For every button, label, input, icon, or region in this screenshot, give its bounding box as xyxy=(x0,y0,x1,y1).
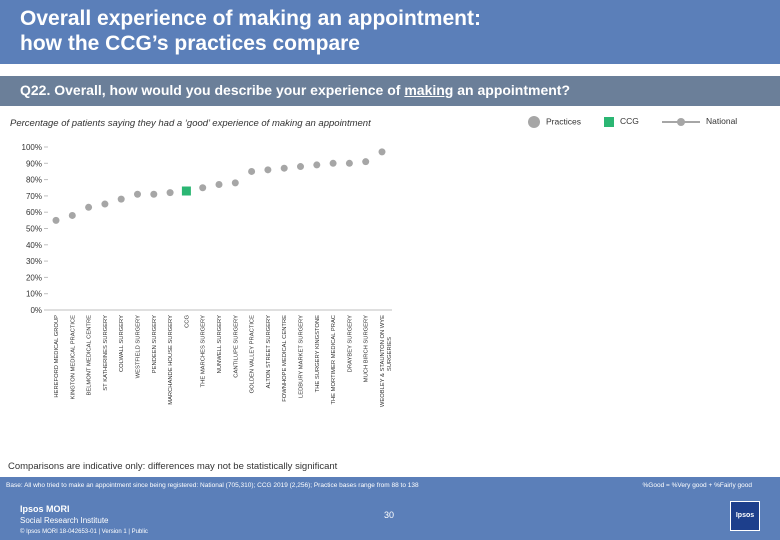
ccg-point xyxy=(181,186,191,196)
category-label: ST KATHERINES SURGERY xyxy=(103,315,109,391)
practice-point xyxy=(378,148,386,156)
question-underlined: making xyxy=(404,82,454,98)
brand-logo: Ipsos MORI xyxy=(20,504,70,514)
y-tick-label: 60% xyxy=(26,208,42,217)
legend-ccg: CCG xyxy=(604,116,639,127)
title-line-2: how the CCG’s practices compare xyxy=(20,32,360,55)
practice-point xyxy=(362,158,370,166)
category-label: CANTILUPE SURGERY xyxy=(233,315,239,378)
chart-subtitle: Percentage of patients saying they had a… xyxy=(10,118,371,129)
y-tick-label: 10% xyxy=(26,290,42,299)
category-label: BELMONT MEDICAL CENTRE xyxy=(87,315,93,396)
footer-bar: Base: All who tried to make an appointme… xyxy=(0,477,780,540)
copyright-text: © Ipsos MORI 18-042653-01 | Version 1 | … xyxy=(20,529,148,535)
category-label: PENDEEN SURGERY xyxy=(152,315,158,373)
category-label: MARCHANDE HOUSE SURGERY xyxy=(168,315,174,405)
base-note: Base: All who tried to make an appointme… xyxy=(6,482,419,489)
y-tick-label: 80% xyxy=(26,176,42,185)
category-label: CCG xyxy=(184,315,190,328)
legend-national: National xyxy=(662,116,737,126)
y-tick-label: 100% xyxy=(22,143,42,152)
y-tick-label: 30% xyxy=(26,257,42,266)
question-text: Q22. Overall, how would you describe you… xyxy=(20,82,570,98)
practice-point xyxy=(52,216,60,224)
ccg-marker-icon xyxy=(604,116,614,127)
y-tick-label: 20% xyxy=(26,273,42,282)
y-tick-label: 70% xyxy=(26,192,42,201)
practice-point xyxy=(215,180,223,188)
question-bar: Q22. Overall, how would you describe you… xyxy=(0,76,780,106)
question-suffix: an appointment? xyxy=(453,82,571,98)
practice-point xyxy=(248,167,256,175)
category-label: DRAYBEY SURGERY xyxy=(347,315,353,372)
legend-national-label: National xyxy=(706,116,738,126)
category-label: SURGERIES xyxy=(387,337,393,371)
header-bar: Overall experience of making an appointm… xyxy=(0,0,780,64)
category-label: THE MORTIMER MEDICAL PRAC xyxy=(331,315,337,405)
category-label: THE MARCHES SURGERY xyxy=(201,315,207,387)
category-label: LEDBURY MARKET SURGERY xyxy=(299,315,305,398)
chart: 0% 10% 20% 30% 40% 50% 60% 70% 80% 90% 100% HEREFOR… xyxy=(22,143,393,407)
y-tick-label: 40% xyxy=(26,241,42,250)
legend-practices: Practices xyxy=(528,116,581,128)
legend-ccg-label: CCG xyxy=(620,116,639,126)
practice-point xyxy=(134,190,141,198)
category-label: FOWNHOPE MEDICAL CENTRE xyxy=(282,315,288,402)
practice-point xyxy=(231,179,239,187)
practice-point xyxy=(85,203,93,211)
practice-point xyxy=(199,184,207,192)
ipsos-logo-icon: Ipsos xyxy=(730,501,760,531)
category-label: THE SURGERY KINGSTONE xyxy=(315,315,321,392)
y-tick-label: 90% xyxy=(26,159,42,168)
category-label: MUCH BIRCH SURGERY xyxy=(364,315,370,382)
category-label: GOLDEN VALLEY PRACTICE xyxy=(250,315,256,394)
practice-point xyxy=(280,164,288,172)
legend-practices-label: Practices xyxy=(546,116,581,127)
y-tick-label: 0% xyxy=(30,306,42,315)
question-prefix: Q22. Overall, how would you describe you… xyxy=(20,82,405,98)
practice-point xyxy=(329,159,337,167)
category-label: NUNWELL SURGERY xyxy=(217,315,223,373)
practice-point xyxy=(117,195,125,203)
category-label: HEREFORD MEDICAL GROUP xyxy=(54,315,60,398)
practice-point xyxy=(313,161,321,169)
y-tick-label: 50% xyxy=(26,225,42,234)
page-title: Overall experience of making an appointm… xyxy=(20,6,481,56)
practice-point xyxy=(166,189,174,197)
practice-point xyxy=(68,211,76,219)
page-number: 30 xyxy=(384,510,395,520)
brand-subtitle: Social Research Institute xyxy=(20,516,109,525)
practice-point xyxy=(150,190,158,198)
practice-point xyxy=(345,159,353,167)
title-line-1: Overall experience of making an appointm… xyxy=(20,7,481,30)
category-label: COLWALL SURGERY xyxy=(119,315,125,372)
category-label: ALTON STREET SURGERY xyxy=(266,315,272,388)
category-label: KINGTON MEDICAL PRACTICE xyxy=(70,315,76,400)
practice-point xyxy=(101,200,109,208)
good-definition-note: %Good = %Very good + %Fairly good xyxy=(642,482,752,489)
practice-marker-icon xyxy=(528,116,540,128)
comparisons-note: Comparisons are indicative only: differe… xyxy=(8,461,338,472)
category-label: WEOBLEY & STAUNTON ON WYE xyxy=(380,315,386,407)
national-line-icon xyxy=(662,117,700,126)
category-label: WESTFIELD SURGERY xyxy=(136,315,142,378)
practice-point xyxy=(297,163,304,171)
practice-point xyxy=(264,166,272,174)
